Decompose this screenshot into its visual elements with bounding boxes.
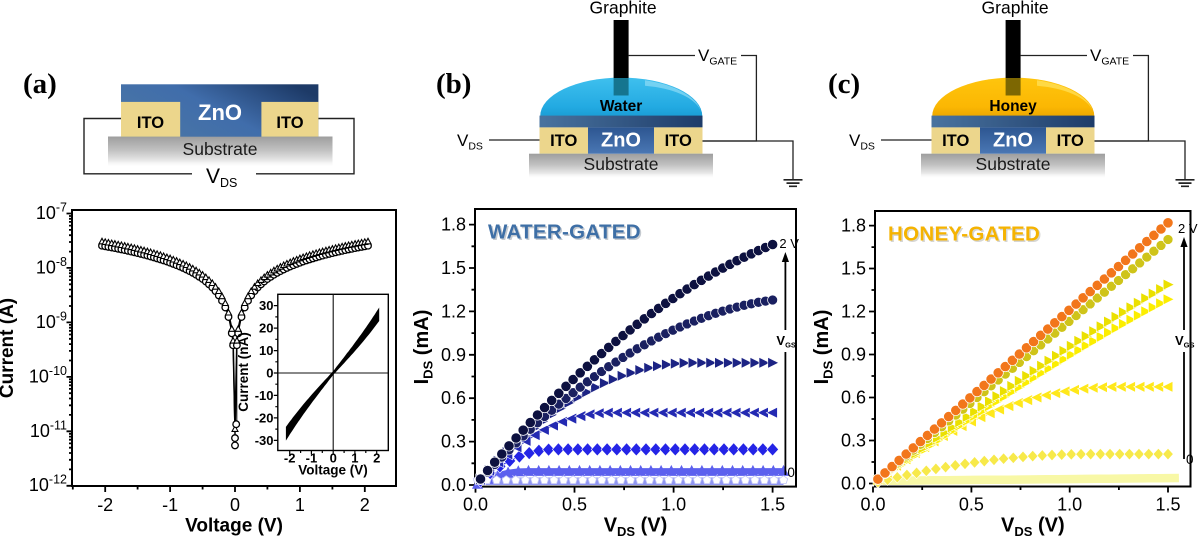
svg-text:Substrate: Substrate xyxy=(976,154,1051,174)
svg-text:Substrate: Substrate xyxy=(183,139,258,159)
svg-text:1.5: 1.5 xyxy=(841,259,866,279)
svg-text:-30: -30 xyxy=(255,433,274,448)
svg-text:ITO: ITO xyxy=(1057,132,1084,150)
svg-text:0.6: 0.6 xyxy=(441,388,466,408)
svg-text:1.0: 1.0 xyxy=(661,495,686,515)
svg-text:ITO: ITO xyxy=(550,132,577,150)
svg-text:2: 2 xyxy=(360,495,370,515)
svg-text:0: 0 xyxy=(330,451,337,466)
svg-text:2: 2 xyxy=(373,451,380,466)
svg-text:10: 10 xyxy=(259,343,273,358)
svg-text:Graphite: Graphite xyxy=(982,0,1049,18)
svg-text:0.3: 0.3 xyxy=(441,432,466,452)
svg-text:(b): (b) xyxy=(436,68,471,100)
svg-text:1.5: 1.5 xyxy=(441,258,466,278)
svg-text:ZnO: ZnO xyxy=(198,100,242,125)
svg-text:-1: -1 xyxy=(306,451,318,466)
svg-text:ZnO: ZnO xyxy=(601,130,641,152)
svg-text:1: 1 xyxy=(295,495,305,515)
svg-text:Current (nA): Current (nA) xyxy=(236,332,251,412)
svg-text:(a): (a) xyxy=(23,68,57,100)
svg-text:VDS (V): VDS (V) xyxy=(604,515,668,540)
svg-text:Substrate: Substrate xyxy=(584,154,659,174)
svg-text:0.0: 0.0 xyxy=(841,474,866,494)
svg-text:-2: -2 xyxy=(284,451,296,466)
svg-text:0.9: 0.9 xyxy=(841,345,866,365)
svg-text:1: 1 xyxy=(351,451,358,466)
svg-text:Voltage (V): Voltage (V) xyxy=(185,516,283,537)
svg-text:20: 20 xyxy=(259,321,273,336)
svg-text:ITO: ITO xyxy=(665,132,692,150)
svg-text:0.3: 0.3 xyxy=(841,431,866,451)
svg-text:1.0: 1.0 xyxy=(1057,495,1082,515)
svg-text:HONEY-GATED: HONEY-GATED xyxy=(890,224,1042,247)
svg-text:0.6: 0.6 xyxy=(841,388,866,408)
svg-text:-20: -20 xyxy=(255,410,274,425)
svg-text:Voltage (V): Voltage (V) xyxy=(298,463,368,478)
svg-text:0.0: 0.0 xyxy=(463,495,488,515)
svg-text:Current (A): Current (A) xyxy=(0,298,18,398)
svg-text:0.5: 0.5 xyxy=(959,495,984,515)
svg-text:1.8: 1.8 xyxy=(841,216,866,236)
svg-text:1.2: 1.2 xyxy=(841,302,866,322)
svg-text:Graphite: Graphite xyxy=(590,0,657,18)
svg-text:ITO: ITO xyxy=(276,114,303,132)
svg-text:0: 0 xyxy=(266,366,273,381)
svg-text:WATER-GATED: WATER-GATED xyxy=(490,222,643,245)
svg-text:1.5: 1.5 xyxy=(1155,495,1180,515)
svg-text:ZnO: ZnO xyxy=(993,130,1033,152)
svg-text:-10: -10 xyxy=(255,388,274,403)
svg-text:1.8: 1.8 xyxy=(441,215,466,235)
svg-text:0.0: 0.0 xyxy=(441,475,466,495)
svg-text:1.5: 1.5 xyxy=(760,495,785,515)
svg-text:0.0: 0.0 xyxy=(860,495,885,515)
svg-text:-1: -1 xyxy=(162,495,178,515)
svg-text:0.9: 0.9 xyxy=(441,345,466,365)
svg-text:0: 0 xyxy=(787,465,795,480)
svg-text:30: 30 xyxy=(259,298,273,313)
svg-text:HONEY-GATED: HONEY-GATED xyxy=(888,223,1040,246)
svg-text:Honey: Honey xyxy=(989,98,1037,115)
svg-text:-2: -2 xyxy=(97,495,113,515)
svg-text:WATER-GATED: WATER-GATED xyxy=(488,221,641,244)
svg-text:0.5: 0.5 xyxy=(562,495,587,515)
svg-text:0: 0 xyxy=(230,495,240,515)
svg-text:2 V: 2 V xyxy=(779,236,799,251)
svg-text:Water: Water xyxy=(600,98,643,115)
svg-text:ITO: ITO xyxy=(942,132,969,150)
svg-text:VDS (V): VDS (V) xyxy=(1001,515,1065,540)
svg-text:0: 0 xyxy=(1186,452,1194,467)
svg-text:(c): (c) xyxy=(828,68,860,100)
svg-text:ITO: ITO xyxy=(137,114,164,132)
svg-text:1.2: 1.2 xyxy=(441,301,466,321)
svg-text:2 V: 2 V xyxy=(1178,221,1198,236)
